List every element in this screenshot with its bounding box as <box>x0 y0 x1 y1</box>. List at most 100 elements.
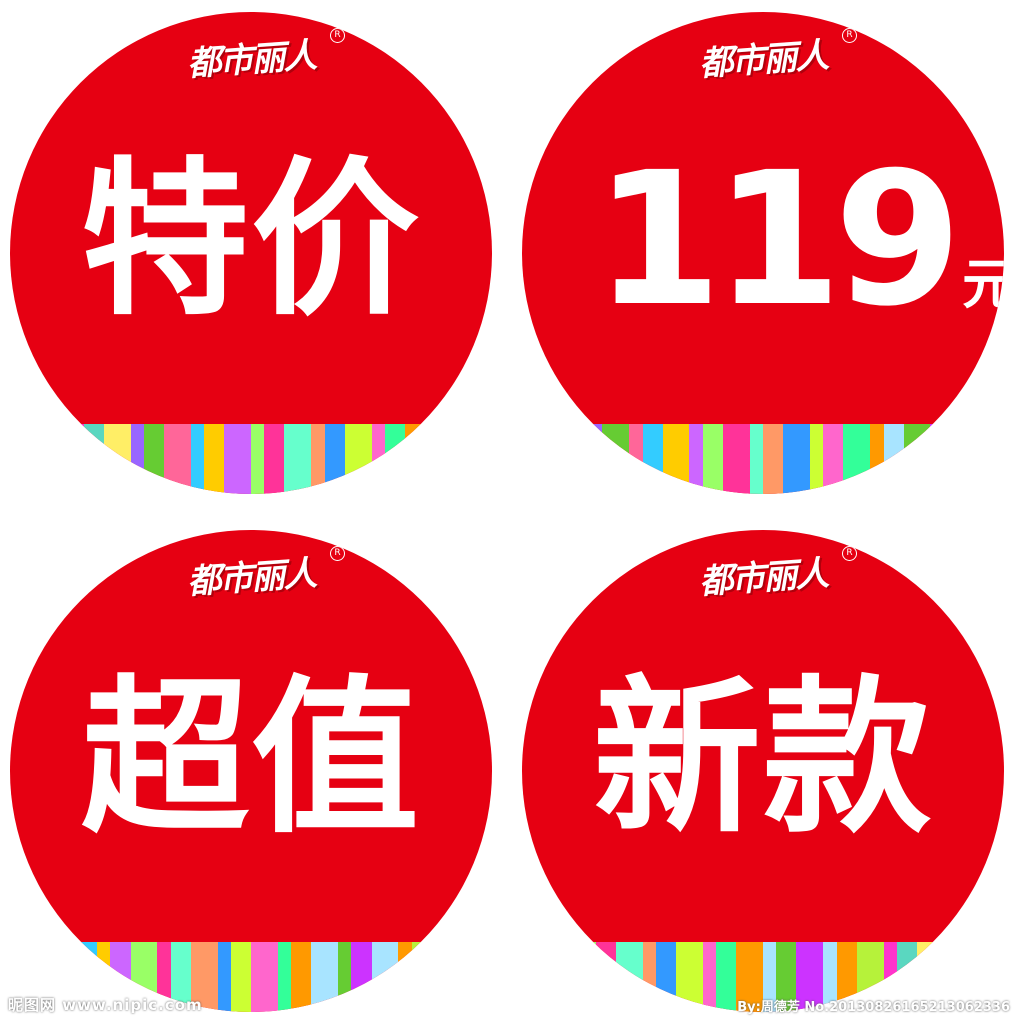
stripe <box>662 424 690 494</box>
watermark-author: By:周德芳 No.20130826165213062336 <box>737 1000 1010 1015</box>
stripe <box>103 424 131 494</box>
stripe <box>311 942 339 1012</box>
stripe <box>311 424 325 494</box>
stripe <box>943 424 964 494</box>
stripe <box>36 942 51 1012</box>
stripe <box>522 942 536 1012</box>
stripe <box>689 424 703 494</box>
rainbow-stripes <box>10 424 492 494</box>
stripe <box>23 424 44 494</box>
stripe <box>170 942 191 1012</box>
stripe <box>809 424 824 494</box>
stripe <box>957 942 978 1012</box>
stripe <box>823 942 837 1012</box>
stripe <box>555 942 583 1012</box>
stripe <box>702 942 717 1012</box>
sticker-xinkuan: 都市丽人 R 新款 <box>522 530 1004 1012</box>
stripe <box>445 424 466 494</box>
stripe <box>291 942 312 1012</box>
stripe <box>398 942 412 1012</box>
brand-logo: 都市丽人 <box>186 35 317 85</box>
stripe <box>675 942 703 1012</box>
rainbow-stripes <box>522 942 1004 1012</box>
stripe <box>371 942 399 1012</box>
registered-mark: R <box>330 28 345 43</box>
stripe <box>324 424 345 494</box>
registered-mark: R <box>330 546 345 561</box>
stripe <box>702 424 723 494</box>
stripe <box>903 424 931 494</box>
stripe <box>582 424 603 494</box>
stripe <box>642 942 656 1012</box>
registered-mark: R <box>842 546 857 561</box>
stripe <box>431 942 459 1012</box>
stripe <box>83 424 104 494</box>
rainbow-stripes <box>10 942 492 1012</box>
stripe <box>351 942 372 1012</box>
stripe <box>763 424 784 494</box>
stripe <box>883 424 904 494</box>
stripe <box>843 424 871 494</box>
stripe <box>404 424 432 494</box>
stripe <box>143 424 164 494</box>
stripe <box>70 424 84 494</box>
sticker-label: 新款 <box>593 660 933 856</box>
stripe <box>277 942 292 1012</box>
stripe <box>157 942 171 1012</box>
stripe <box>930 424 944 494</box>
stripe <box>916 942 944 1012</box>
stripe <box>431 424 446 494</box>
stripe <box>190 942 218 1012</box>
stripe <box>736 942 763 1012</box>
stripe <box>595 942 616 1012</box>
stripe <box>535 942 556 1012</box>
stripe <box>642 424 663 494</box>
stripe <box>458 942 472 1012</box>
stripe <box>856 942 884 1012</box>
stripe <box>338 942 352 1012</box>
stripe <box>384 424 405 494</box>
stripe <box>130 942 158 1012</box>
stripe <box>50 942 71 1012</box>
stripe <box>110 942 131 1012</box>
stripe <box>230 942 251 1012</box>
stripe <box>776 942 797 1012</box>
stripe <box>796 942 824 1012</box>
stripe <box>251 942 278 1012</box>
stripe <box>344 424 372 494</box>
stripe <box>823 424 844 494</box>
stripe <box>204 424 225 494</box>
stripe <box>602 424 630 494</box>
stripe <box>10 942 37 1012</box>
stripe <box>70 942 98 1012</box>
stripe <box>722 424 750 494</box>
stripe <box>217 942 231 1012</box>
stripe <box>190 424 205 494</box>
stripe <box>615 942 643 1012</box>
price-unit: 元 <box>962 253 1004 316</box>
rainbow-stripes <box>522 424 1004 494</box>
stripe <box>163 424 191 494</box>
stripe <box>43 424 71 494</box>
stripe <box>963 424 991 494</box>
stripe <box>716 942 737 1012</box>
stripe <box>943 942 958 1012</box>
stripe <box>568 424 583 494</box>
stripe <box>655 942 676 1012</box>
stripe <box>130 424 144 494</box>
brand-logo: 都市丽人 <box>698 553 829 603</box>
price-number: 119 <box>594 133 962 347</box>
registered-mark: R <box>842 28 857 43</box>
stripe <box>522 424 543 494</box>
stripe <box>749 424 763 494</box>
stripe <box>836 942 857 1012</box>
stripe <box>582 942 596 1012</box>
stripe <box>251 424 265 494</box>
stripe <box>465 424 492 494</box>
sticker-tejia: 都市丽人 R 特价 <box>10 12 492 494</box>
sticker-label: 特价 <box>81 142 421 338</box>
stripe <box>629 424 643 494</box>
stripe <box>10 424 24 494</box>
stripe <box>284 424 312 494</box>
stripe <box>783 424 810 494</box>
